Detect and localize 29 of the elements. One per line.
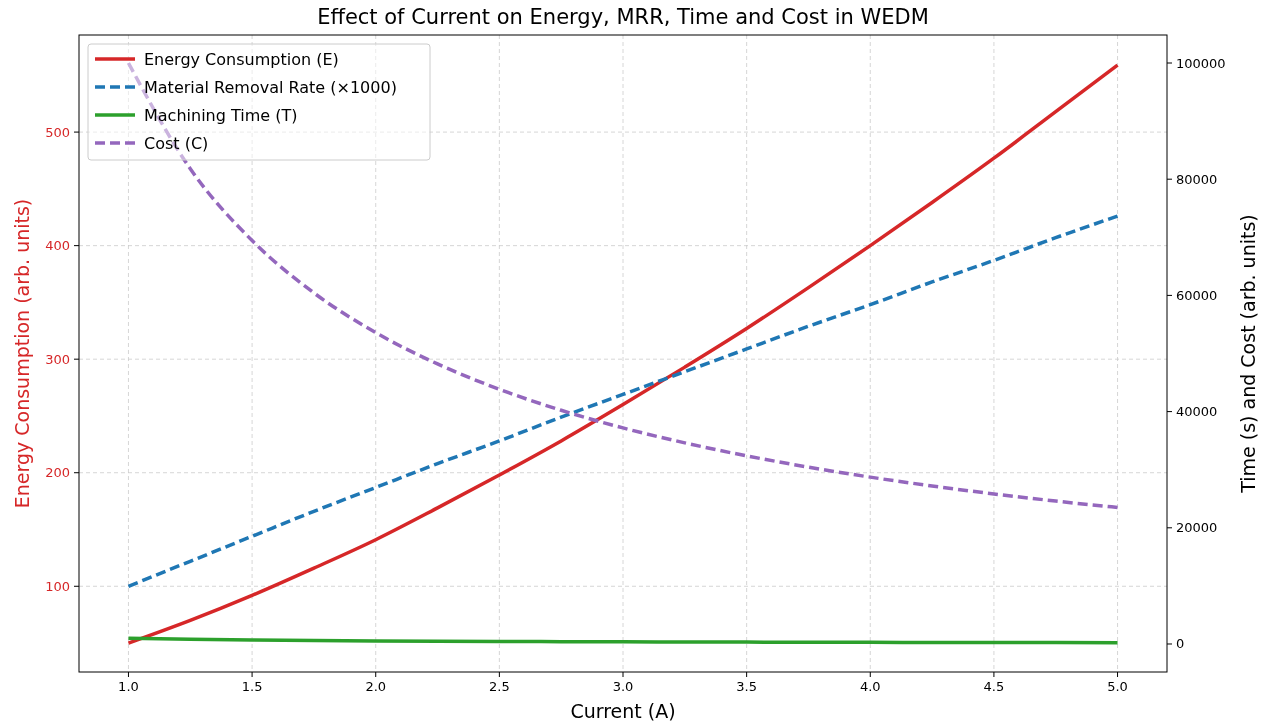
y-axis-title: Energy Consumption (arb. units) [11, 198, 33, 509]
x-tick-label: 4.0 [859, 679, 881, 694]
y2-tick-label: 40000 [1176, 404, 1218, 420]
y2-tick-label: 60000 [1176, 287, 1218, 303]
y-tick-label: 100 [45, 578, 70, 594]
y2-tick-label: 100000 [1176, 55, 1226, 71]
y-tick-label: 200 [45, 465, 70, 481]
y-tick-label: 500 [45, 124, 70, 140]
legend-label: Machining Time (T) [144, 106, 298, 125]
x-tick-label: 1.0 [118, 679, 139, 694]
x-tick-label: 2.5 [489, 679, 510, 694]
x-tick-label: 3.5 [736, 679, 757, 694]
chart-title: Effect of Current on Energy, MRR, Time and Cost in WEDM [317, 5, 929, 29]
y-tick-label: 300 [45, 351, 70, 367]
x-tick-label: 1.5 [241, 679, 263, 694]
legend-label: Cost (C) [144, 134, 209, 153]
y-tick-label: 400 [45, 238, 70, 254]
y2-tick-label: 0 [1176, 636, 1185, 652]
y2-axis-title: Time (s) and Cost (arb. units) [1237, 214, 1259, 494]
y2-tick-label: 20000 [1176, 520, 1218, 536]
y2-tick-label: 80000 [1176, 171, 1218, 187]
line-series [126, 214, 1120, 589]
x-tick-label: 5.0 [1107, 679, 1128, 694]
legend-label: Material Removal Rate (×1000) [144, 78, 397, 97]
legend-label: Energy Consumption (E) [144, 50, 339, 69]
x-axis-title: Current (A) [570, 700, 676, 722]
x-tick-label: 2.0 [365, 679, 387, 694]
x-tick-label: 3.0 [612, 679, 634, 694]
x-tick-label: 4.5 [983, 679, 1005, 694]
